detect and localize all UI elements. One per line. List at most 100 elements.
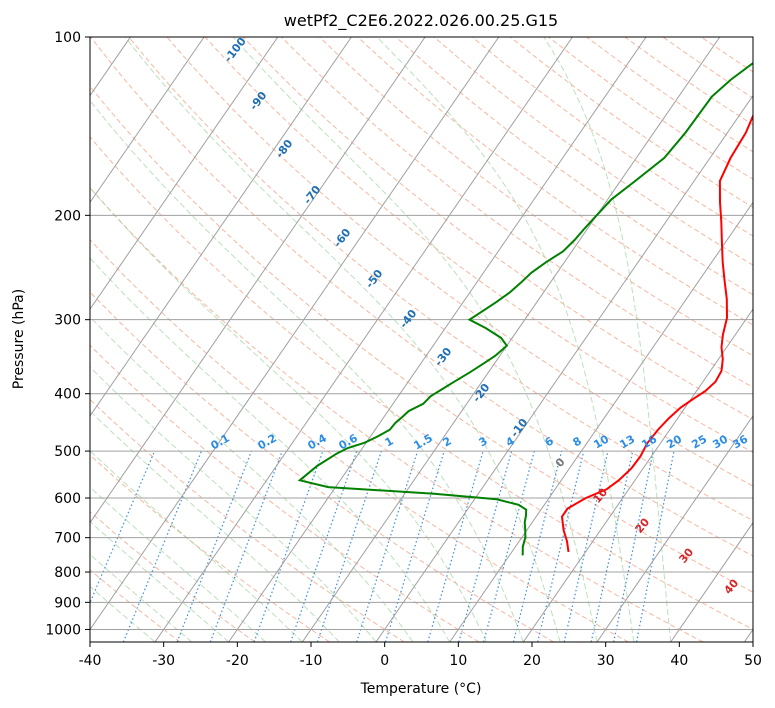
- x-tick-label: 50: [744, 653, 762, 669]
- temperature-profile: [560, 113, 753, 553]
- isotherm-line: [670, 521, 753, 642]
- isotherm-line: [375, 94, 753, 642]
- dry-adiabat: [624, 37, 753, 126]
- moist-adiabat: [376, 37, 635, 642]
- chart-title: wetPf2_C2E6.2022.026.00.25.G15: [284, 11, 558, 31]
- x-tick-label: 40: [670, 653, 688, 669]
- moist-adiabat: [90, 553, 193, 642]
- dry-adiabat: [662, 37, 753, 99]
- mixing-ratio-line: [356, 450, 419, 642]
- mixing-ratio-label: 30: [710, 432, 730, 451]
- x-tick-label: -30: [152, 653, 175, 669]
- x-axis: -40 -30 -20 -10 0 10 20 30 40 50: [79, 642, 762, 669]
- dry-adiabat: [204, 37, 753, 454]
- y-tick-label: 900: [54, 595, 81, 611]
- profiles: [297, 61, 753, 556]
- dry-adiabat: [700, 37, 753, 73]
- moist-adiabat: [90, 99, 524, 642]
- mixing-ratio-label: 3: [477, 434, 490, 449]
- x-tick-label: -20: [226, 653, 249, 669]
- dry-adiabat: [357, 37, 753, 326]
- y-tick-label: 700: [54, 531, 81, 547]
- mixing-ratio-line: [122, 450, 202, 642]
- dry-adiabat-label: -80: [273, 137, 296, 161]
- dry-adiabat: [471, 37, 753, 237]
- dry-adiabat: [90, 344, 480, 642]
- mixing-ratio-label: 10: [591, 432, 611, 451]
- dry-adiabat: [90, 454, 330, 642]
- dry-adiabat-label: -20: [470, 381, 493, 405]
- mixing-ratio-label: 6: [543, 434, 556, 449]
- isotherm-line: [90, 37, 426, 524]
- x-tick-label: 10: [449, 653, 467, 669]
- moist-adiabat: [90, 366, 377, 642]
- isotherm-line: [0, 37, 57, 642]
- mixing-ratio-label: 13: [617, 433, 637, 452]
- dry-adiabat: [128, 37, 753, 522]
- mixing-ratio-label: 8: [571, 434, 584, 449]
- moist-adiabat: [90, 316, 414, 642]
- mixing-ratio-line: [483, 450, 535, 642]
- x-tick-label: 0: [380, 653, 389, 669]
- moist-adiabat-label: 40: [721, 576, 741, 596]
- moist-adiabat: [90, 520, 230, 642]
- dry-adiabat: [242, 37, 753, 421]
- isotherm-line: [90, 37, 205, 204]
- moist-adiabat: [90, 585, 156, 642]
- dry-adiabat: [90, 569, 181, 642]
- mixing-ratio-line: [590, 450, 634, 642]
- y-tick-label: 200: [54, 208, 81, 224]
- isotherm-line: [154, 37, 573, 642]
- isotherm-line: [90, 37, 279, 311]
- dry-adiabat: [509, 37, 753, 208]
- y-axis: 100 200 300 400 500 600 700 800 900 1000: [45, 30, 90, 638]
- moist-adiabat-label: 20: [632, 515, 652, 535]
- mixing-ratio-line: [290, 450, 358, 642]
- plot-frame: [89, 36, 754, 643]
- moist-adiabat: [90, 257, 451, 642]
- dry-adiabat-label: -90: [247, 89, 270, 113]
- mixing-ratio-line: [635, 450, 675, 642]
- mixing-ratio-line: [384, 450, 445, 642]
- y-tick-label: 1000: [45, 622, 81, 638]
- y-tick-label: 800: [54, 565, 81, 581]
- dry-adiabat: [90, 85, 753, 593]
- moist-adiabat: [232, 37, 598, 642]
- dry-adiabat-label: -30: [432, 345, 455, 369]
- dewpoint-profile: [297, 61, 753, 556]
- mixing-ratio-line: [563, 450, 609, 642]
- isotherm-line: [301, 37, 721, 642]
- dry-adiabat: [395, 37, 753, 296]
- y-tick-label: 300: [54, 313, 81, 329]
- x-tick-label: -40: [79, 653, 102, 669]
- moist-adiabat: [90, 410, 340, 642]
- mixing-ratio-label: 25: [689, 433, 709, 452]
- moist-adiabat: [90, 450, 303, 642]
- mixing-ratio-line: [458, 450, 513, 642]
- grid: [0, 37, 753, 642]
- isotherm-line: [90, 37, 500, 631]
- moist-adiabat-label: 0: [553, 455, 568, 469]
- moist-adiabat: [124, 37, 561, 642]
- mixing-ratio-line: [90, 450, 156, 605]
- y-tick-label: 500: [54, 444, 81, 460]
- mixing-ratio-label: 1: [383, 434, 396, 449]
- x-tick-label: 20: [523, 653, 541, 669]
- dry-adiabat: [90, 291, 554, 642]
- mixing-ratio-label: 0.4: [306, 431, 330, 452]
- dry-adiabat: [90, 136, 753, 630]
- mixing-ratio-line: [316, 450, 382, 642]
- dry-adiabat-label: -70: [301, 183, 324, 207]
- x-axis-title: Temperature (°C): [360, 681, 482, 697]
- y-tick-label: 400: [54, 387, 81, 403]
- mixing-ratio-label: 0.2: [256, 431, 279, 452]
- mixing-ratio-label: 20: [664, 432, 684, 451]
- x-tick-label: -10: [300, 653, 323, 669]
- mixing-ratio-label: 1.5: [412, 431, 435, 452]
- mixing-ratio-line: [613, 450, 654, 642]
- mixing-ratio-label: 36: [730, 432, 750, 451]
- y-tick-label: 600: [54, 491, 81, 507]
- y-tick-label: 100: [54, 30, 81, 46]
- isotherm-line: [228, 37, 647, 642]
